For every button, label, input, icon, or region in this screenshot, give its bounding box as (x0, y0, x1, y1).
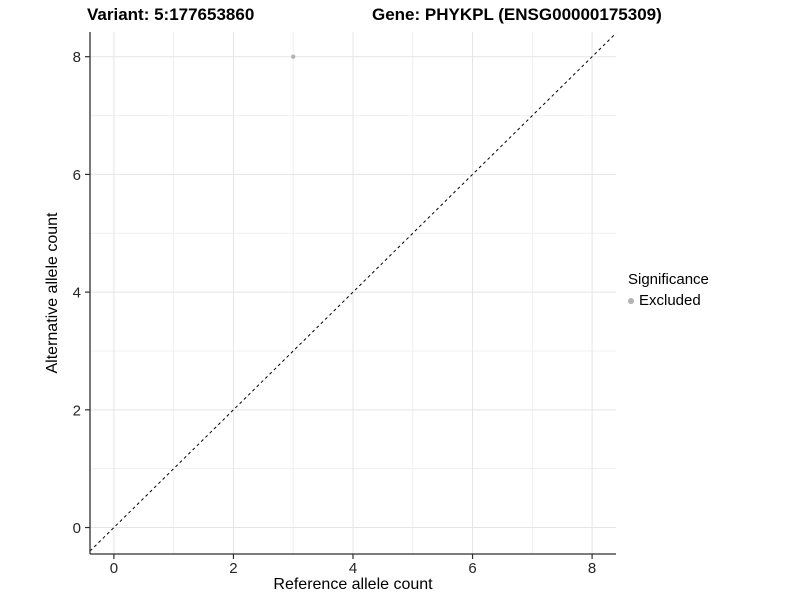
gene-title: Gene: PHYKPL (ENSG00000175309) (372, 5, 662, 24)
gridlines (90, 32, 616, 554)
legend-item: Excluded (628, 292, 709, 309)
data-point (291, 54, 296, 59)
x-tick-label: 2 (229, 560, 237, 577)
legend-title: Significance (628, 271, 709, 288)
legend-item-label: Excluded (639, 292, 701, 309)
x-axis-title: Reference allele count (273, 576, 433, 593)
tick-labels-layer: 0 2 4 6 8 0 2 4 6 8 (73, 49, 597, 577)
x-tick-label: 0 (110, 560, 118, 577)
x-tick-label: 8 (588, 560, 596, 577)
legend-items: Excluded (628, 292, 709, 309)
legend: Significance Excluded (628, 271, 709, 309)
data-points-layer (291, 54, 296, 59)
y-axis-title: Alternative allele count (44, 212, 61, 374)
y-tick-label: 6 (73, 167, 81, 184)
y-tick-label: 8 (73, 49, 81, 66)
x-tick-label: 6 (468, 560, 476, 577)
legend-point-icon (628, 297, 634, 304)
axes-layer (85, 32, 616, 559)
y-tick-label: 2 (73, 402, 81, 419)
x-tick-label: 4 (349, 560, 357, 577)
y-tick-label: 0 (73, 520, 81, 537)
variant-title: Variant: 5:177653860 (87, 5, 255, 24)
y-tick-label: 4 (73, 285, 81, 302)
